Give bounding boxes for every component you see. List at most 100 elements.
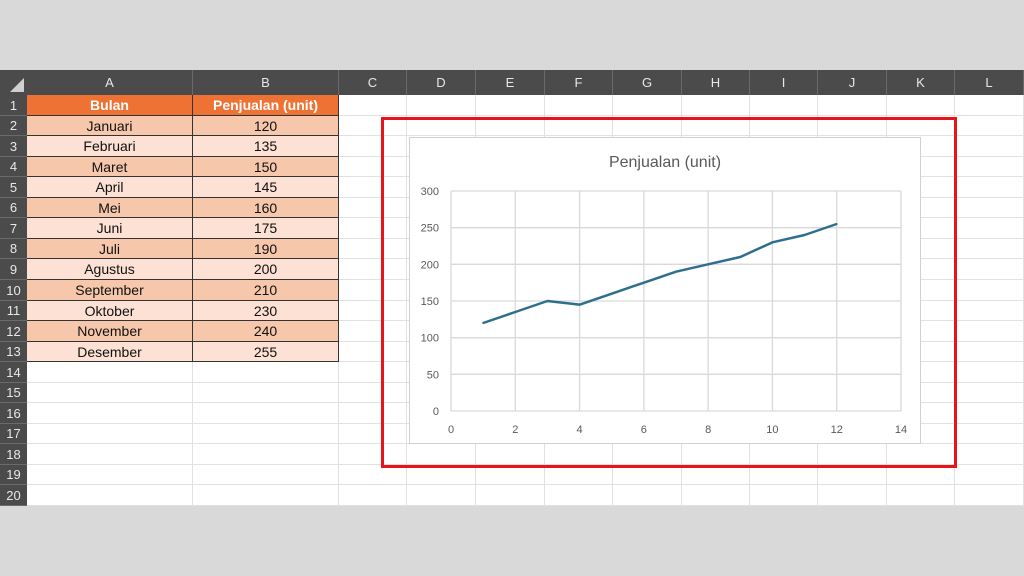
cell[interactable]: [339, 218, 407, 239]
cell[interactable]: [193, 465, 339, 485]
cell[interactable]: [339, 136, 407, 157]
table-cell[interactable]: 230: [193, 301, 339, 321]
table-cell[interactable]: 145: [193, 177, 339, 198]
cell[interactable]: [613, 116, 682, 136]
table-cell[interactable]: November: [27, 321, 193, 342]
row-header-18[interactable]: 18: [0, 444, 27, 465]
table-cell[interactable]: 120: [193, 116, 339, 136]
table-cell[interactable]: 150: [193, 157, 339, 177]
cell[interactable]: [682, 116, 750, 136]
row-header-6[interactable]: 6: [0, 198, 27, 218]
cell[interactable]: [27, 362, 193, 383]
cell[interactable]: [27, 424, 193, 444]
cell[interactable]: [818, 485, 887, 506]
cell[interactable]: [339, 424, 407, 444]
column-header-C[interactable]: C: [339, 70, 407, 95]
cell[interactable]: [476, 95, 545, 116]
cell[interactable]: [955, 383, 1024, 403]
cell[interactable]: [955, 218, 1024, 239]
cell[interactable]: [955, 444, 1024, 465]
cell[interactable]: [407, 116, 476, 136]
cell[interactable]: [339, 321, 407, 342]
cell[interactable]: [955, 424, 1024, 444]
cell[interactable]: [339, 259, 407, 280]
table-cell[interactable]: 190: [193, 239, 339, 259]
column-header-D[interactable]: D: [407, 70, 476, 95]
cell[interactable]: [955, 465, 1024, 485]
cell[interactable]: [339, 383, 407, 403]
cell[interactable]: [339, 444, 407, 465]
cell[interactable]: [750, 116, 818, 136]
cell[interactable]: [339, 403, 407, 424]
cell[interactable]: [193, 403, 339, 424]
cell[interactable]: [339, 157, 407, 177]
cell[interactable]: [339, 280, 407, 301]
table-cell[interactable]: April: [27, 177, 193, 198]
column-header-I[interactable]: I: [750, 70, 818, 95]
cell[interactable]: [339, 239, 407, 259]
cell[interactable]: [339, 362, 407, 383]
cell[interactable]: [682, 465, 750, 485]
row-header-14[interactable]: 14: [0, 362, 27, 383]
cell[interactable]: [339, 95, 407, 116]
table-header-cell[interactable]: Penjualan (unit): [193, 95, 339, 116]
column-header-L[interactable]: L: [955, 70, 1024, 95]
cell[interactable]: [476, 465, 545, 485]
cell[interactable]: [955, 116, 1024, 136]
cell[interactable]: [193, 362, 339, 383]
cell[interactable]: [887, 465, 955, 485]
cell[interactable]: [339, 342, 407, 362]
row-header-3[interactable]: 3: [0, 136, 27, 157]
row-header-4[interactable]: 4: [0, 157, 27, 177]
cell[interactable]: [27, 403, 193, 424]
cell[interactable]: [955, 321, 1024, 342]
column-header-F[interactable]: F: [545, 70, 613, 95]
cell[interactable]: [613, 444, 682, 465]
cell[interactable]: [339, 198, 407, 218]
row-header-5[interactable]: 5: [0, 177, 27, 198]
cell[interactable]: [750, 444, 818, 465]
cell[interactable]: [818, 95, 887, 116]
cell[interactable]: [887, 95, 955, 116]
cell[interactable]: [545, 485, 613, 506]
cell[interactable]: [955, 485, 1024, 506]
table-cell[interactable]: Oktober: [27, 301, 193, 321]
cell[interactable]: [193, 485, 339, 506]
row-header-7[interactable]: 7: [0, 218, 27, 239]
row-header-12[interactable]: 12: [0, 321, 27, 342]
row-header-15[interactable]: 15: [0, 383, 27, 403]
table-cell[interactable]: Juli: [27, 239, 193, 259]
table-cell[interactable]: Mei: [27, 198, 193, 218]
cell[interactable]: [613, 465, 682, 485]
cell[interactable]: [955, 136, 1024, 157]
row-header-8[interactable]: 8: [0, 239, 27, 259]
row-header-17[interactable]: 17: [0, 424, 27, 444]
cell[interactable]: [887, 485, 955, 506]
table-cell[interactable]: 240: [193, 321, 339, 342]
cell[interactable]: [545, 444, 613, 465]
table-cell[interactable]: Januari: [27, 116, 193, 136]
table-cell[interactable]: 135: [193, 136, 339, 157]
cell[interactable]: [818, 465, 887, 485]
cell[interactable]: [193, 424, 339, 444]
cell[interactable]: [818, 116, 887, 136]
cell[interactable]: [955, 259, 1024, 280]
column-header-K[interactable]: K: [887, 70, 955, 95]
table-cell[interactable]: Agustus: [27, 259, 193, 280]
cell[interactable]: [955, 157, 1024, 177]
line-chart[interactable]: 0 50 100 150 200 250 300 0 2 4 6 8 10 12 14 Penjualan (…: [409, 137, 921, 444]
cell[interactable]: [545, 95, 613, 116]
cell[interactable]: [545, 465, 613, 485]
row-header-10[interactable]: 10: [0, 280, 27, 301]
row-header-11[interactable]: 11: [0, 301, 27, 321]
cell[interactable]: [27, 383, 193, 403]
cell[interactable]: [613, 95, 682, 116]
cell[interactable]: [407, 485, 476, 506]
cell[interactable]: [407, 444, 476, 465]
cell[interactable]: [193, 444, 339, 465]
cell[interactable]: [750, 95, 818, 116]
table-cell[interactable]: Juni: [27, 218, 193, 239]
cell[interactable]: [955, 95, 1024, 116]
cell[interactable]: [476, 485, 545, 506]
column-header-J[interactable]: J: [818, 70, 887, 95]
